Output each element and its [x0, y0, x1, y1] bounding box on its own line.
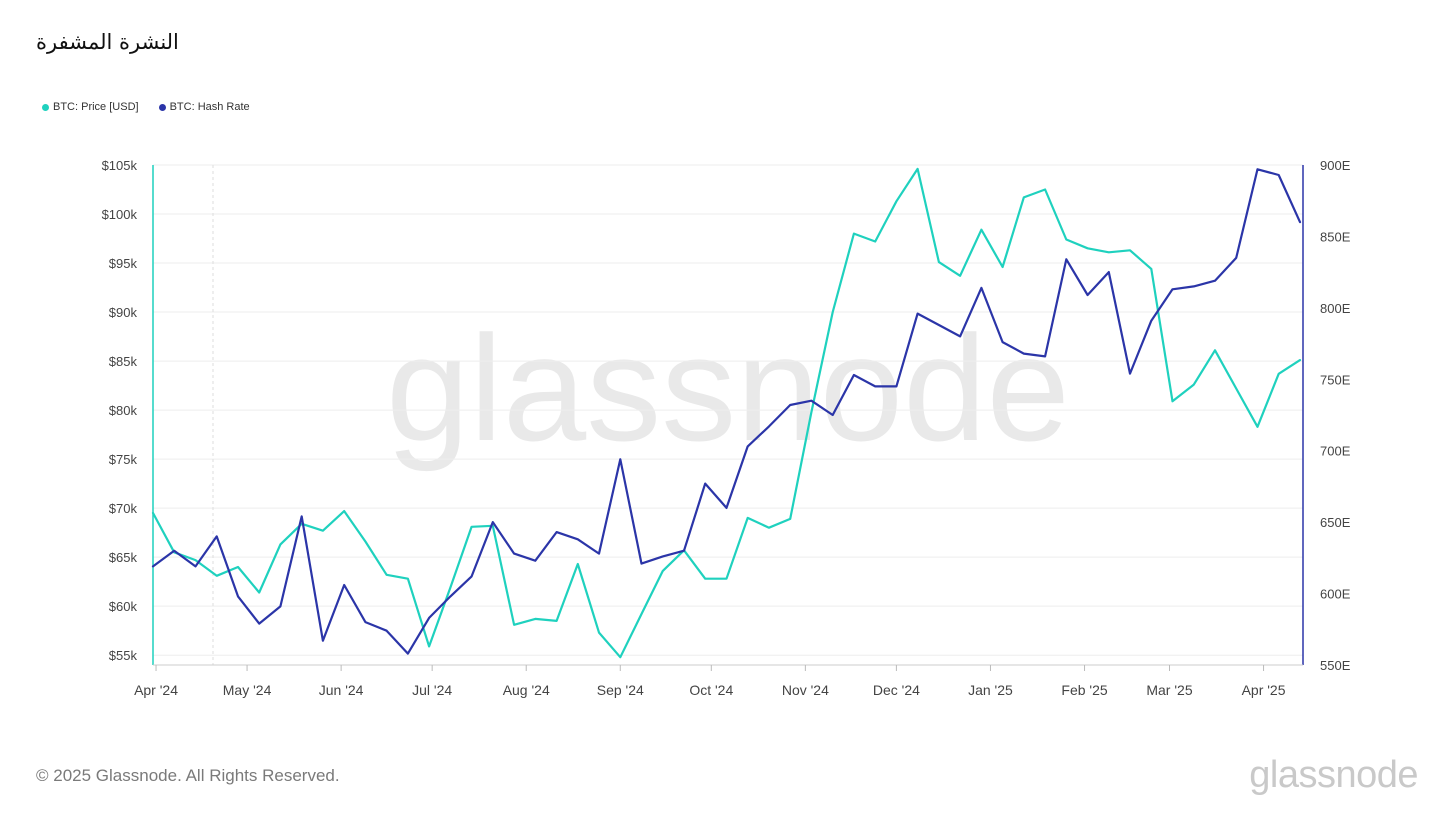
x-tick-label: Dec '24: [873, 682, 920, 698]
y-right-tick-label: 800E: [1320, 301, 1351, 316]
x-tick-label: Mar '25: [1146, 682, 1192, 698]
watermark: glassnode: [386, 304, 1070, 472]
y-right-tick-label: 650E: [1320, 515, 1351, 530]
y-left-tick-label: $55k: [109, 648, 138, 663]
legend-dot-price-icon: [42, 103, 49, 111]
y-right-tick-label: 550E: [1320, 658, 1351, 673]
y-left-tick-label: $70k: [109, 501, 138, 516]
legend-label-hashrate: BTC: Hash Rate: [169, 101, 250, 113]
x-tick-label: Apr '24: [134, 682, 178, 698]
y-left-tick-label: $100k: [102, 207, 138, 222]
legend-item-hashrate[interactable]: BTC: Hash Rate: [158, 101, 250, 113]
x-tick-label: Feb '25: [1061, 682, 1107, 698]
copyright-text: © 2025 Glassnode. All Rights Reserved.: [36, 766, 340, 785]
axes: $55k $60k $65k $70k $75k $80k $85k $90k $95k $100…: [102, 158, 1351, 698]
x-tick-label: Jul '24: [412, 682, 452, 698]
y-left-tick-label: $85k: [109, 354, 138, 369]
legend-label-price: BTC: Price [USD]: [53, 101, 139, 113]
x-tick-label: May '24: [223, 682, 272, 698]
legend-item-price[interactable]: BTC: Price [USD]: [42, 101, 139, 113]
y-right-tick-label: 700E: [1320, 444, 1351, 459]
glassnode-logo: glassnode: [1249, 754, 1418, 796]
y-right-tick-label: 900E: [1320, 158, 1351, 173]
chart-legend: BTC: Price [USD] BTC: Hash Rate: [42, 101, 250, 113]
y-left-tick-label: $75k: [109, 452, 138, 467]
y-left-tick-label: $95k: [109, 256, 138, 271]
y-right-tick-label: 750E: [1320, 372, 1351, 387]
y-right-tick-label: 850E: [1320, 229, 1351, 244]
y-right-tick-label: 600E: [1320, 587, 1351, 602]
x-tick-label: Nov '24: [782, 682, 829, 698]
y-left-tick-label: $80k: [109, 403, 138, 418]
x-tick-label: Aug '24: [503, 682, 550, 698]
x-tick-label: Apr '25: [1242, 682, 1286, 698]
legend-dot-hashrate-icon: [158, 103, 166, 111]
x-tick-label: Jan '25: [968, 682, 1013, 698]
y-left-tick-label: $90k: [109, 305, 138, 320]
grid-lines: [153, 164, 1303, 665]
x-tick-label: Oct '24: [689, 682, 733, 698]
series-lines: [151, 167, 1302, 659]
series-line-hashrate: [151, 168, 1302, 655]
x-tick-label: Jun '24: [319, 682, 364, 698]
x-tick-label: Sep '24: [597, 682, 644, 698]
y-left-tick-label: $60k: [109, 599, 138, 614]
y-left-tick-label: $105k: [102, 158, 138, 173]
series-line-price: [151, 167, 1302, 659]
y-left-tick-label: $65k: [109, 550, 138, 565]
page-title: النشرة المشفرة: [36, 30, 179, 54]
